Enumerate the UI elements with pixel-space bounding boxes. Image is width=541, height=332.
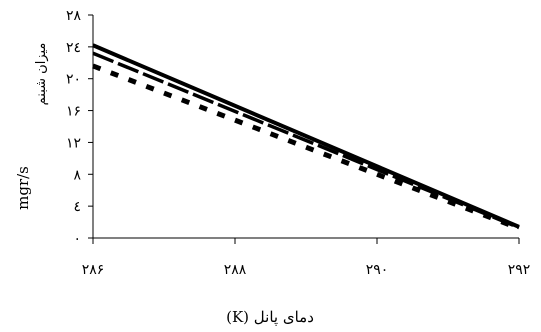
series-line-1 bbox=[92, 43, 520, 229]
y-tick-label: ۲٤ bbox=[66, 40, 81, 56]
y-axis-unit: mgr/s bbox=[14, 166, 32, 210]
y-tick-label: ۰ bbox=[73, 231, 81, 247]
y-axis-title: میزان شبنم bbox=[34, 43, 49, 106]
x-axis-title: (K) دمای پانل bbox=[226, 308, 314, 326]
x-tick-label: ۲۹۰ bbox=[366, 262, 389, 278]
y-tick-label: ۱۶ bbox=[66, 104, 81, 120]
y-tick-label: ۱۲ bbox=[66, 135, 81, 151]
axes bbox=[92, 15, 519, 239]
series-line-3 bbox=[92, 63, 520, 231]
y-tick-label: ۲۸ bbox=[66, 8, 82, 24]
x-tick-label: ۲۸۶ bbox=[82, 262, 105, 278]
y-tick-label: ۸ bbox=[73, 167, 81, 183]
x-tick-label: ۲۹۲ bbox=[508, 262, 531, 278]
series-line-2 bbox=[92, 51, 520, 230]
x-tick-label: ۲۸۸ bbox=[224, 262, 247, 278]
y-tick-label: ٤ bbox=[73, 199, 81, 215]
ticks: ۰ ٤ ۸ ۱۲ ۱۶ ۲۰ ۲٤ ۲۸ ۲۸۶ ۲۸۸ ۲۹۰ ۲۹۲ bbox=[66, 8, 530, 278]
y-tick-label: ۲۰ bbox=[66, 72, 81, 88]
axis-labels: (K) دمای پانل mgr/s میزان شبنم bbox=[14, 43, 314, 326]
plot-area bbox=[92, 43, 520, 231]
